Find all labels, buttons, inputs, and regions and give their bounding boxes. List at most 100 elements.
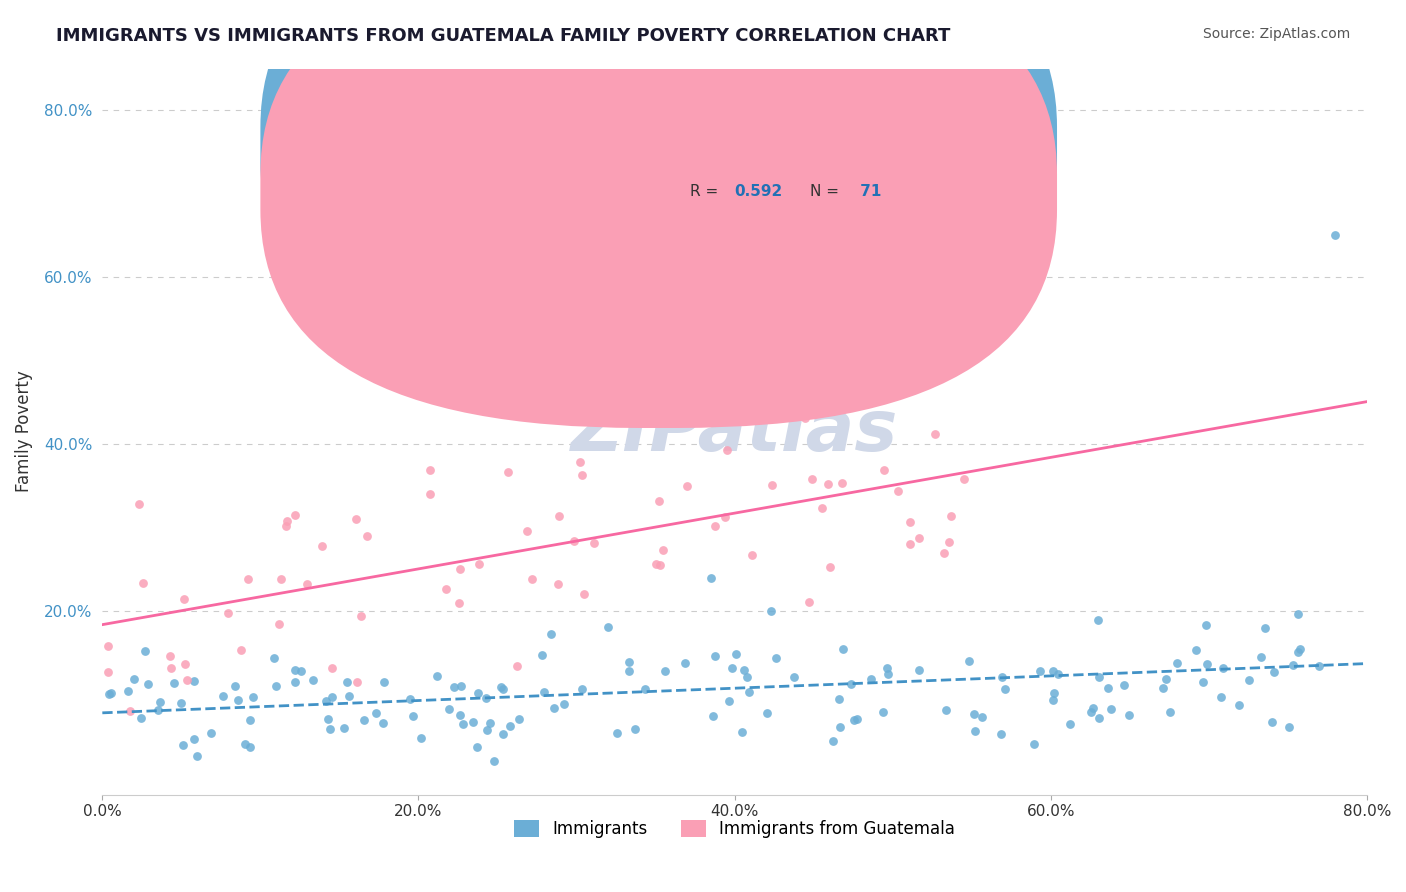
Point [783,670,806,684]
Point [350,609,373,624]
Point [606,726,628,740]
Point [714,509,737,524]
Text: 0.592: 0.592 [734,185,783,200]
Point [1118,708,1140,723]
Point [172,738,194,752]
Point [787,409,810,423]
Point [301,673,323,688]
Point [617,664,640,678]
Point [990,727,1012,741]
Point [447,596,470,610]
Point [492,727,515,741]
Point [276,519,298,533]
Point [741,548,763,562]
Point [547,508,569,523]
Point [484,754,506,768]
Text: ZIPatlas: ZIPatlas [571,397,898,467]
Point [963,707,986,722]
Text: IMMIGRANTS VS IMMIGRANTS FROM GUATEMALA FAMILY POVERTY CORRELATION CHART: IMMIGRANTS VS IMMIGRANTS FROM GUATEMALA … [56,27,950,45]
Point [793,411,815,425]
Point [811,500,834,515]
Point [1166,656,1188,670]
Point [290,665,312,679]
Point [295,577,318,591]
Point [716,442,738,457]
Point [991,670,1014,684]
Point [226,693,249,707]
Point [134,644,156,658]
Point [128,497,150,511]
Point [366,706,388,720]
Text: R =: R = [690,185,724,200]
Point [321,661,343,675]
Point [402,709,425,723]
Point [735,669,758,683]
Point [845,712,868,726]
Point [965,724,987,739]
Point [970,710,993,724]
Point [704,518,727,533]
Point [236,572,259,586]
Point [574,587,596,601]
Point [239,740,262,755]
Point [284,674,307,689]
Point [1159,705,1181,719]
Point [799,595,821,609]
Point [1211,690,1233,705]
Point [1088,669,1111,683]
Point [644,337,666,351]
Point [183,732,205,747]
Point [1282,658,1305,673]
Point [451,717,474,731]
Point [176,673,198,688]
Point [941,508,963,523]
Point [467,557,489,571]
Point [1087,614,1109,628]
Point [938,535,960,549]
Point [311,539,333,553]
Point [269,616,291,631]
Point [434,582,457,596]
Point [419,486,441,500]
Point [276,514,298,528]
Point [337,690,360,704]
Point [644,557,666,571]
Point [1227,698,1250,713]
Point [467,685,489,699]
Point [183,673,205,688]
Point [908,663,931,677]
Point [136,677,159,691]
Point [411,731,433,745]
Point [437,702,460,716]
Point [186,748,208,763]
Point [419,462,441,476]
Point [704,649,727,664]
Point [1254,621,1277,635]
Point [160,661,183,675]
Point [463,714,485,729]
Point [831,475,853,490]
Point [859,672,882,686]
Point [1250,649,1272,664]
Point [233,737,256,751]
Point [100,686,122,700]
Point [1191,674,1213,689]
Point [808,370,831,384]
Point [932,546,955,560]
FancyBboxPatch shape [260,0,1057,381]
Point [654,664,676,678]
Point [583,536,606,550]
Point [499,719,522,733]
Point [738,684,761,698]
Point [264,679,287,693]
Point [1081,701,1104,715]
Point [553,697,575,711]
Point [373,715,395,730]
Point [353,713,375,727]
Point [1099,702,1122,716]
Point [146,703,169,717]
Point [1087,711,1109,725]
Point [1029,665,1052,679]
Point [478,716,501,731]
Point [924,427,946,442]
